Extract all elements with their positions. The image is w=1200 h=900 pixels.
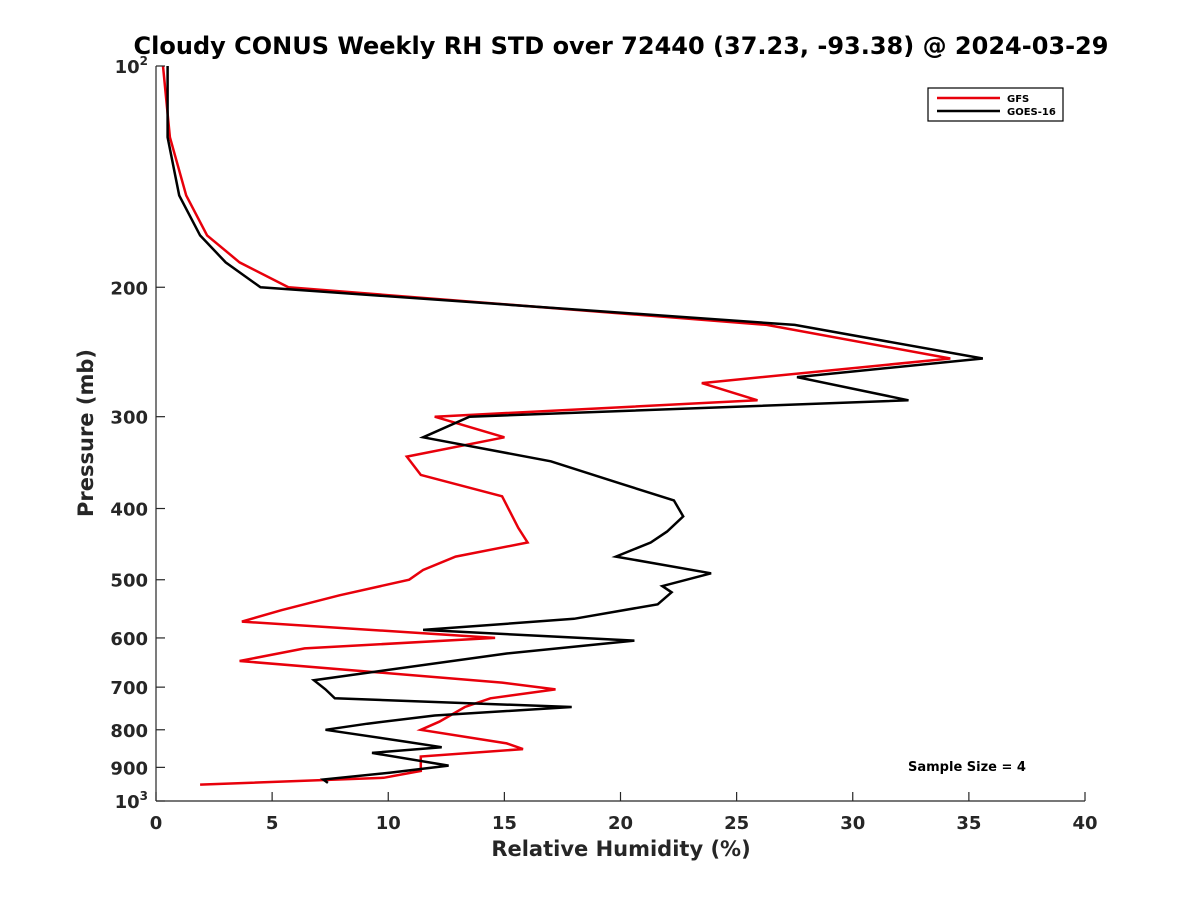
- y-ticks: 102 200 300 400 500 600 700 800 900 103: [110, 54, 165, 813]
- x-tick-label: 10: [376, 813, 401, 834]
- y-tick-label: 900: [110, 758, 148, 779]
- x-tick-label: 30: [840, 813, 865, 834]
- y-tick-label: 300: [110, 408, 148, 429]
- legend-label-gfs: GFS: [1007, 94, 1029, 105]
- x-tick-label: 40: [1072, 813, 1097, 834]
- y-tick-label: 103: [115, 789, 148, 813]
- legend: GFS GOES-16: [927, 87, 1064, 122]
- legend-label-goes16: GOES-16: [1007, 107, 1056, 118]
- x-tick-label: 0: [150, 813, 163, 834]
- x-axis-label: Relative Humidity (%): [491, 837, 750, 861]
- x-tick-label: 15: [492, 813, 517, 834]
- x-tick-label: 35: [956, 813, 981, 834]
- y-tick-label: 800: [110, 721, 148, 742]
- sample-size-annotation: Sample Size = 4: [908, 760, 1026, 775]
- x-ticks: 0 5 10 15 20 25 30 35 40: [150, 792, 1098, 834]
- series-line-gfs: [161, 65, 951, 786]
- chart-title: Cloudy CONUS Weekly RH STD over 72440 (3…: [134, 32, 1109, 60]
- series-line-goes16: [166, 66, 984, 784]
- y-tick-label: 102: [115, 54, 148, 78]
- y-tick-label: 200: [110, 278, 148, 299]
- y-tick-label: 500: [110, 571, 148, 592]
- y-tick-label: 400: [110, 500, 148, 521]
- y-tick-label: 700: [110, 678, 148, 699]
- series-layer: [161, 65, 984, 786]
- legend-box: [927, 87, 1064, 122]
- y-axis-label: Pressure (mb): [74, 349, 98, 517]
- x-tick-label: 5: [266, 813, 279, 834]
- x-tick-label: 20: [608, 813, 633, 834]
- y-tick-label: 600: [110, 629, 148, 650]
- x-tick-label: 25: [724, 813, 749, 834]
